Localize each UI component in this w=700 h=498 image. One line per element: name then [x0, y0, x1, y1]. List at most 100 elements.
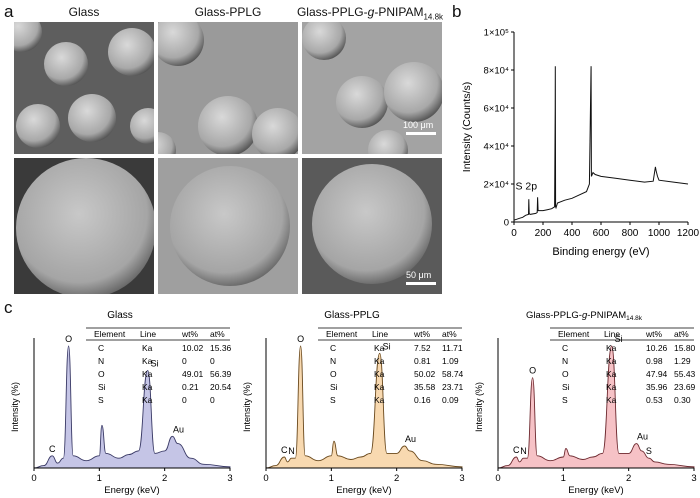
edx-x-axis-label: Energy (keV) [104, 485, 159, 496]
edx-peak-label: C [49, 444, 56, 454]
edx-peak-label: O [529, 366, 536, 376]
edx-table-cell: C [98, 343, 104, 353]
edx-table-cell: S [330, 395, 336, 405]
edx-x-tick-label: 1 [561, 473, 566, 484]
edx-table-cell: 0.98 [646, 356, 663, 366]
edx-table-cell: S [562, 395, 568, 405]
edx-spectrum-area [265, 345, 463, 469]
scale-text-bottom: 50 μm [406, 270, 432, 280]
edx-title-g: g [582, 310, 588, 321]
edx-table-cell: O [98, 369, 105, 379]
edx-x-tick-label: 3 [227, 473, 232, 484]
edx-peak-label: Au [637, 432, 648, 442]
edx-peak-label: C [513, 445, 520, 455]
edx-table-cell: Ka [606, 356, 617, 366]
edx-x-tick-label: 1 [329, 473, 334, 484]
edx-table-cell: 11.71 [442, 343, 463, 353]
sem-image-pplg-high [158, 158, 298, 294]
edx-x-axis-label: Energy (keV) [568, 485, 623, 496]
edx-table-cell: C [330, 343, 336, 353]
xps-y-tick-label: 0 [504, 218, 509, 229]
edx-table-cell: Si [98, 382, 106, 392]
xps-chart: 0 2×10⁴ 4×10⁴ 6×10⁴ 8×10⁴ 1×10⁵ 0 200 400 600 800 1… [461, 28, 700, 259]
edx-table-cell: Ka [374, 395, 385, 405]
edx-table-header: wt% [181, 329, 199, 339]
sem-title3-sub: 14.8k [423, 12, 444, 22]
edx-table-cell: 0.30 [674, 395, 691, 405]
edx-table-cell: 20.54 [210, 382, 232, 392]
edx-table-cell: 15.80 [674, 343, 696, 353]
edx-table-cell: Si [562, 382, 570, 392]
edx-peak-label: O [297, 334, 304, 344]
sem-image-glass-low [14, 22, 154, 154]
sem-title-glass: Glass [68, 5, 100, 19]
sem-title3-tail: -PNIPAM [374, 5, 424, 19]
edx-peak-label: O [65, 334, 72, 344]
sem-image-pplg-low [158, 22, 298, 154]
edx-table-cell: Ka [142, 382, 153, 392]
edx-table-cell: Ka [374, 343, 385, 353]
xps-x-tick-label: 1000 [648, 228, 671, 239]
edx-table-cell: 0 [210, 356, 215, 366]
edx-chart-glass: Glass 0 1 2 3 Energy (keV) Intensity (%) C O Si Au… [10, 310, 233, 496]
xps-y-tick-label: 8×10⁴ [484, 66, 509, 77]
edx-table-cell: 0 [182, 356, 187, 366]
xps-y-tick-label: 2×10⁴ [484, 180, 509, 191]
edx-table-cell: S [98, 395, 104, 405]
edx-table-cell: 35.96 [646, 382, 668, 392]
edx-table-cell: Ka [142, 343, 153, 353]
edx-table-cell: O [562, 369, 569, 379]
edx-table-cell: 49.01 [182, 369, 204, 379]
edx-table-cell: 58.74 [442, 369, 464, 379]
xps-x-tick-label: 800 [622, 228, 639, 239]
edx-y-axis-label: Intensity (%) [474, 382, 484, 432]
xps-x-tick-label: 1200 [677, 228, 700, 239]
edx-table-header: at% [674, 329, 689, 339]
edx-table-cell: 10.26 [646, 343, 668, 353]
edx-table-cell: 0 [210, 395, 215, 405]
edx-title: Glass [107, 310, 133, 321]
edx-table-cell: O [330, 369, 337, 379]
sem-image-pplg-high-svg [158, 158, 298, 294]
edx-title: Glass-PPLG [324, 310, 380, 321]
xps-x-tick-label: 600 [593, 228, 610, 239]
xps-x-tick-label: 200 [535, 228, 552, 239]
edx-table-cell: 56.39 [210, 369, 232, 379]
edx-chart-glass-pplg-g-pnipam: Glass-PPLG-g-PNIPAM14.8k 0 1 2 3 Energy (keV)… [474, 310, 697, 496]
edx-table-cell: 35.58 [414, 382, 436, 392]
scale-bar-top [406, 132, 436, 135]
scale-bar-bottom [406, 282, 436, 285]
edx-table-cell: Ka [142, 395, 153, 405]
edx-table-header: Line [140, 329, 156, 339]
edx-table-cell: N [98, 356, 104, 366]
edx-spectrum-area [497, 345, 695, 469]
sem-image-pnipam-high: 50 μm [302, 158, 442, 294]
scale-text-top: 100 μm [403, 120, 434, 130]
edx-x-axis-label: Energy (keV) [336, 485, 391, 496]
edx-x-tick-label: 0 [495, 473, 500, 484]
edx-y-axis-label: Intensity (%) [242, 382, 252, 432]
edx-table-cell: 0.21 [182, 382, 199, 392]
edx-table-cell: C [562, 343, 568, 353]
edx-table-cell: Ka [374, 369, 385, 379]
edx-table-cell: 55.43 [674, 369, 696, 379]
xps-x-tick-label: 400 [564, 228, 581, 239]
edx-table-cell: 47.94 [646, 369, 668, 379]
edx-y-axis-label: Intensity (%) [10, 382, 20, 432]
edx-x-tick-label: 2 [626, 473, 631, 484]
edx-table-cell: Ka [374, 356, 385, 366]
edx-table-cell: 7.52 [414, 343, 431, 353]
edx-table-cell: Ka [142, 356, 153, 366]
edx-peak-label: Si [383, 341, 391, 351]
sem-image-pnipam-high-svg [302, 158, 442, 294]
edx-peak-label: N [520, 446, 527, 456]
edx-peak-label: C [281, 445, 288, 455]
edx-table-header: Element [326, 329, 358, 339]
xps-y-tick-label: 6×10⁴ [484, 104, 509, 115]
xps-x-tick-label: 0 [511, 228, 517, 239]
edx-table-header: wt% [645, 329, 663, 339]
sem-title3-main: Glass-PPLG- [296, 5, 368, 19]
edx-spectrum-area [33, 345, 231, 469]
edx-table-cell: Ka [142, 369, 153, 379]
panel-label-b: b [452, 2, 462, 21]
